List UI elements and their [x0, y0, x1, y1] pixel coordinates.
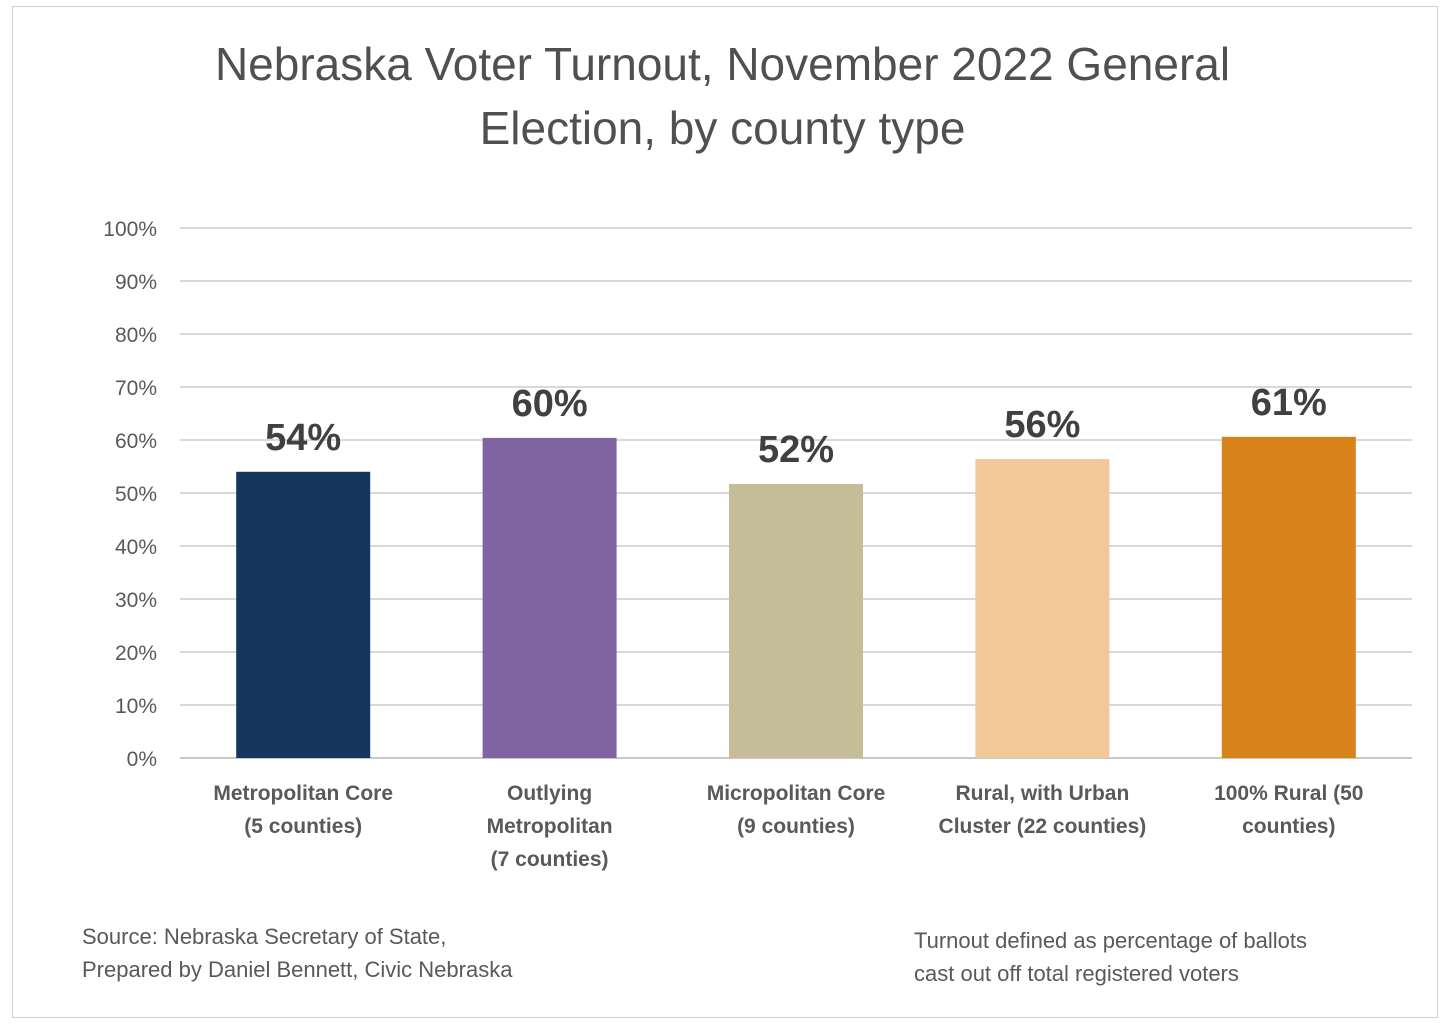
data-label: 56%: [1004, 404, 1080, 446]
turnout-note-line-1: Turnout defined as percentage of ballots: [914, 928, 1308, 953]
bar: [729, 483, 863, 758]
y-tick-label: 10%: [115, 695, 157, 718]
x-category-label: (9 counties): [737, 815, 855, 838]
turnout-definition-note: Turnout defined as percentage of ballots…: [914, 924, 1414, 990]
y-tick-label: 20%: [115, 642, 157, 665]
x-category-label: counties): [1242, 815, 1335, 838]
bar: [482, 437, 617, 758]
x-category-label: Rural, with Urban: [955, 782, 1129, 805]
turnout-note-line-2: cast out off total registered voters: [914, 961, 1239, 986]
x-category-label: Outlying: [507, 782, 592, 805]
x-category-label: (7 counties): [491, 848, 609, 871]
y-tick-label: 80%: [115, 324, 157, 347]
bar: [1221, 436, 1356, 758]
source-note-line-1: Source: Nebraska Secretary of State,: [82, 924, 447, 949]
bar: [236, 471, 371, 758]
y-tick-label: 50%: [115, 483, 157, 506]
y-tick-label: 40%: [115, 536, 157, 559]
x-category-label: Metropolitan Core: [213, 782, 393, 805]
x-category-label: Micropolitan Core: [707, 782, 886, 805]
y-tick-label: 60%: [115, 430, 157, 453]
y-tick-label: 70%: [115, 377, 157, 400]
x-category-label: Metropolitan: [487, 815, 613, 838]
source-note-line-2: Prepared by Daniel Bennett, Civic Nebras…: [82, 957, 513, 982]
x-category-label: 100% Rural (50: [1214, 782, 1363, 805]
x-category-label: (5 counties): [244, 815, 362, 838]
data-label: 52%: [758, 429, 834, 471]
x-category-label: Cluster (22 counties): [939, 815, 1147, 838]
y-tick-label: 0%: [127, 748, 157, 771]
chart-title-line-1: Nebraska Voter Turnout, November 2022 Ge…: [214, 38, 1231, 90]
data-label: 61%: [1251, 382, 1327, 424]
y-tick-label: 90%: [115, 271, 157, 294]
bar: [975, 459, 1110, 758]
source-note: Source: Nebraska Secretary of State, Pre…: [82, 920, 682, 986]
y-tick-label: 100%: [103, 218, 157, 241]
y-tick-label: 30%: [115, 589, 157, 612]
chart-title: Nebraska Voter Turnout, November 2022 Ge…: [0, 32, 1445, 160]
chart-title-line-2: Election, by county type: [479, 102, 966, 154]
data-label: 60%: [512, 383, 588, 425]
data-label: 54%: [265, 417, 341, 459]
